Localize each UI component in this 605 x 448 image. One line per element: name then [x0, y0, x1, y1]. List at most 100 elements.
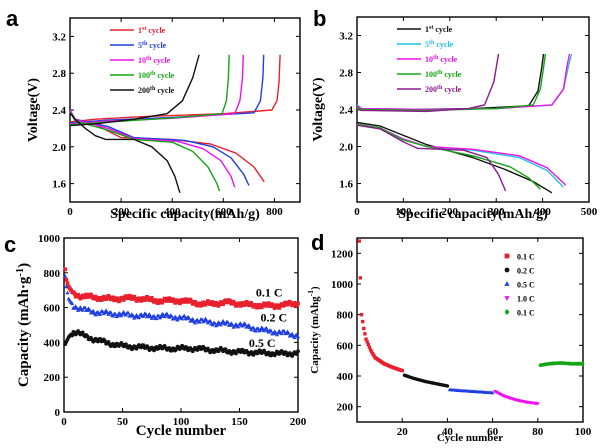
data-point: [139, 298, 144, 303]
legend-label: 0.5 C: [517, 281, 535, 290]
data-point: [189, 299, 194, 304]
data-point: [169, 313, 174, 318]
legend-number: 100: [425, 70, 437, 79]
legend-number: 5: [425, 40, 429, 49]
y-axis-title-main: Capacity (mAhg: [309, 296, 321, 374]
data-point: [368, 348, 373, 352]
data-point: [146, 296, 151, 301]
panel-d: d 20 40 60 80 100 200 400 600 800 1000 1200 Cycle nu…: [306, 230, 592, 444]
x-tick-label: 100: [173, 416, 190, 428]
x-tick-label: 200: [113, 206, 130, 218]
legend-label: 0.2 C: [517, 267, 535, 276]
data-point: [72, 291, 77, 296]
data-point: [206, 299, 210, 304]
data-point: [111, 295, 116, 300]
data-point: [65, 290, 70, 295]
data-point: [581, 361, 585, 366]
series-line-charge: [356, 53, 571, 111]
data-point: [98, 311, 103, 316]
x-tick-label: 600: [215, 206, 232, 218]
data-point: [292, 335, 297, 340]
y-tick-label: 3.2: [339, 31, 353, 43]
data-point: [236, 324, 241, 329]
series-2: [447, 387, 495, 395]
legend-number: 10: [425, 55, 433, 64]
data-point: [277, 306, 282, 310]
legend-label: 0.1 C: [517, 253, 535, 262]
y-tick-label: 2.4: [52, 105, 66, 117]
data-point: [141, 313, 146, 318]
y-tick-label: 1.6: [339, 179, 353, 191]
data-point: [144, 297, 148, 301]
data-point: [87, 307, 92, 312]
x-axis-title: Cycle number: [437, 432, 503, 444]
data-point: [490, 390, 495, 395]
data-point: [223, 321, 228, 326]
data-point: [371, 352, 375, 356]
data-point: [180, 316, 185, 321]
y-tick-label: 200: [44, 372, 61, 384]
data-point: [249, 301, 254, 305]
data-point: [365, 340, 369, 344]
data-point: [241, 301, 245, 305]
y-axis-title-sup: -1: [15, 268, 26, 277]
legend-suffix: st: [429, 25, 433, 31]
data-point: [69, 288, 73, 293]
data-point: [85, 334, 90, 339]
data-point: [93, 312, 98, 317]
data-point: [126, 310, 131, 315]
y-tick-label: 600: [337, 340, 354, 352]
data-point: [184, 297, 189, 302]
data-point: [372, 353, 376, 358]
data-point: [245, 301, 250, 306]
data-point: [115, 297, 120, 302]
y-tick-label: 2.8: [339, 68, 353, 80]
legend-suffix: th: [150, 86, 156, 92]
x-tick-label: 0: [61, 416, 67, 428]
data-point: [93, 294, 98, 299]
data-point: [121, 297, 126, 302]
legend-label: 200th cycle: [138, 86, 175, 95]
x-axis-title: Specific capacity(mAh/g): [110, 207, 260, 222]
data-point: [90, 294, 94, 299]
y-tick-label: 2.0: [339, 142, 353, 154]
y-tick-label: 400: [44, 337, 61, 349]
legend-number: 1: [138, 26, 142, 35]
data-point: [159, 314, 164, 318]
data-point: [149, 295, 154, 300]
data-point: [161, 298, 166, 303]
y-tick-label: 2.8: [52, 68, 66, 80]
legend-word: cycle: [434, 40, 453, 49]
data-point: [136, 296, 141, 301]
data-point: [70, 333, 75, 338]
data-point: [203, 302, 208, 307]
series-4: [538, 360, 585, 368]
data-point: [218, 322, 223, 327]
data-point: [215, 322, 220, 327]
data-point: [217, 302, 222, 307]
data-point: [228, 299, 233, 303]
data-point: [359, 312, 364, 317]
data-point: [124, 294, 128, 299]
series-3: [492, 389, 540, 406]
data-point: [118, 297, 123, 302]
panel-a: a 0 200 400 600 800 1.6 2.0 2.4 2.8 3.2 Specific ca…: [6, 6, 301, 222]
legend-word: cycle: [155, 86, 174, 95]
legend-suffix: th: [146, 56, 152, 62]
data-point: [165, 299, 169, 303]
data-point: [504, 308, 510, 316]
data-point: [364, 337, 368, 341]
data-point: [269, 328, 274, 333]
data-point: [286, 330, 291, 335]
legend-suffix: th: [142, 41, 148, 47]
legend-label: 200th cycle: [425, 85, 462, 94]
panel-letter: d: [311, 230, 324, 255]
data-point: [225, 300, 230, 305]
data-point: [83, 295, 87, 300]
data-point: [80, 293, 85, 298]
rate-label: 0.1 C: [256, 285, 283, 299]
series-line-charge: [69, 54, 281, 123]
legend-word: cycle: [155, 71, 174, 80]
